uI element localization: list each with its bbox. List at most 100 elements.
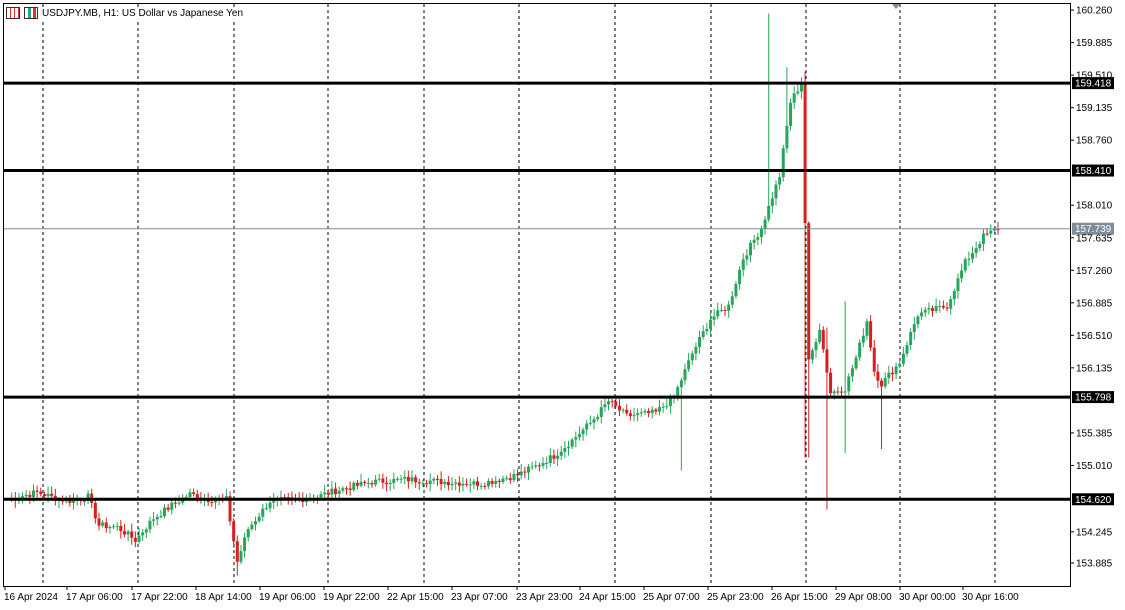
candle-bear [465, 483, 469, 485]
candle-bull [956, 278, 960, 292]
candle-bear [334, 488, 338, 495]
candle-bull [894, 366, 898, 375]
candle-bull [708, 319, 712, 329]
candle-bear [192, 492, 196, 495]
candle-bull [636, 413, 640, 416]
candle-bull [323, 492, 327, 495]
candle-bull [563, 447, 567, 452]
candle-bull [574, 437, 578, 440]
candle-bear [414, 477, 418, 483]
candle-bull [177, 502, 181, 504]
candle-bull [148, 520, 152, 530]
candle-bear [363, 481, 367, 484]
candle-bull [512, 474, 516, 481]
candle-bull [596, 416, 600, 420]
candle-bear [381, 478, 385, 483]
candle-bear [880, 380, 884, 387]
candle-bull [599, 407, 603, 417]
candle-bear [876, 371, 880, 381]
candle-bull [865, 321, 869, 336]
candle-bear [210, 502, 214, 504]
candle-bull [239, 551, 243, 562]
candle-bull [144, 529, 148, 533]
candle-bear [829, 372, 833, 394]
candle-bull [978, 244, 982, 249]
candle-bull [388, 483, 392, 485]
candle-bull [486, 481, 490, 487]
candle-bull [72, 500, 76, 503]
candle-bull [526, 466, 530, 473]
candle-bull [115, 525, 119, 527]
candle-bull [468, 484, 472, 486]
x-tick-label: 29 Apr 08:00 [835, 592, 892, 603]
candle-bull [658, 407, 662, 412]
candle-mode-icon[interactable] [24, 7, 38, 19]
candle-bull [745, 255, 749, 260]
candle-bull [920, 312, 924, 317]
candle-bull [607, 401, 611, 405]
y-tick-label: 154.245 [1076, 527, 1113, 538]
candle-bull [428, 480, 432, 484]
candle-bear [625, 409, 629, 414]
candle-bull [705, 328, 709, 332]
candle-bull [799, 84, 803, 92]
candle-bull [763, 219, 767, 229]
time-axis: 16 Apr 2024 17 Apr 06:00 17 Apr 22:00 18 Ap… [4, 586, 1019, 603]
candle-bull [730, 296, 734, 305]
candle-bear [446, 481, 450, 486]
candle-bull [909, 331, 913, 345]
x-tick-label: 19 Apr 06:00 [259, 592, 316, 603]
candle-bull [450, 483, 454, 486]
candle-bull [854, 357, 858, 369]
x-tick-label: 30 Apr 00:00 [899, 592, 956, 603]
candle-bear [425, 483, 429, 485]
candle-bear [130, 531, 134, 538]
candle-bull [749, 242, 752, 256]
level-price-label: 159.418 [1075, 79, 1112, 90]
candle-bull [974, 248, 978, 254]
candle-bull [170, 502, 174, 510]
candle-bull [421, 483, 425, 485]
chart-mode-icon[interactable] [6, 7, 20, 19]
level-price-tag [1072, 493, 1114, 506]
candle-bear [283, 497, 287, 499]
candle-bull [971, 253, 975, 259]
scroll-marker[interactable] [892, 4, 900, 9]
candle-bull [814, 341, 818, 351]
level-price-tag [1072, 164, 1114, 177]
candle-bear [435, 478, 439, 480]
candle-bull [567, 446, 571, 448]
candle-bull [494, 480, 498, 484]
candle-bull [545, 462, 549, 464]
candle-bull [319, 494, 323, 498]
candle-bull [694, 346, 698, 354]
candle-bull [781, 148, 785, 178]
candle-bear [286, 497, 290, 499]
candle-bull [82, 500, 86, 502]
candle-bear [930, 308, 934, 311]
level-price-label: 158.410 [1075, 166, 1112, 177]
candle-bear [617, 405, 621, 411]
y-tick-label: 153.885 [1076, 559, 1113, 570]
y-tick-label: 160.260 [1076, 6, 1113, 17]
candle-bull [250, 524, 254, 530]
candle-bear [552, 455, 556, 459]
x-tick-label: 24 Apr 15:00 [579, 592, 636, 603]
candle-bear [232, 521, 236, 542]
y-tick-label: 156.135 [1076, 363, 1113, 374]
candle-bear [996, 229, 1000, 231]
candle-bear [869, 321, 873, 348]
y-tick-label: 159.510 [1076, 71, 1113, 82]
candle-bull [126, 531, 130, 535]
candle-bull [108, 526, 112, 529]
x-tick-label: 18 Apr 14:00 [195, 592, 252, 603]
candle-bull [923, 309, 927, 313]
candle-bull [155, 516, 159, 520]
candle-bear [508, 478, 512, 481]
candle-bull [581, 429, 585, 435]
price-axis: 160.260 159.885 159.510 159.135 158.760 158.0… [1070, 6, 1113, 570]
candle-bull [832, 391, 836, 394]
candle-bull [432, 478, 436, 481]
